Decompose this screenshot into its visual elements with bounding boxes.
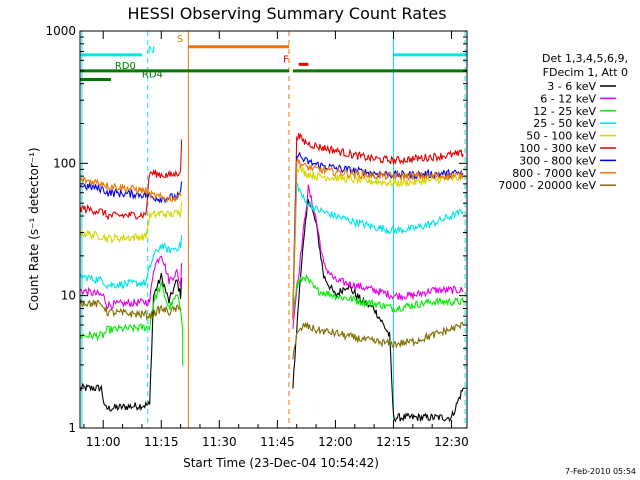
- x-tick-label: 12:30: [434, 435, 469, 449]
- x-tick-label: 11:15: [144, 435, 179, 449]
- legend-label-6: 100 - 300 keV: [519, 142, 596, 155]
- generated-timestamp: 7-Feb-2010 05:54: [565, 467, 636, 476]
- legend-label-8: 800 - 7000 keV: [512, 167, 596, 180]
- y-tick-label: 1: [68, 421, 76, 435]
- x-axis-label: Start Time (23-Dec-04 10:54:42): [183, 456, 379, 470]
- series-line-1: [79, 199, 464, 423]
- series-line-8: [79, 157, 464, 320]
- x-tick-label: 11:45: [260, 435, 295, 449]
- chart-title: HESSI Observing Summary Count Rates: [127, 4, 446, 23]
- axes: 11:00 11:15 11:30 11:45 12:00 12:15 12:30 1 10 10…: [45, 24, 468, 449]
- legend-label-5: 50 - 100 keV: [526, 130, 596, 143]
- legend-label-4: 25 - 50 keV: [533, 117, 596, 130]
- series-line-3: [79, 274, 464, 366]
- flag-label-rd0: RD0: [115, 61, 136, 72]
- flag-label-s: S: [177, 34, 183, 45]
- series-line-6: [79, 133, 464, 319]
- legend-subtitle: FDecim 1, Att 0: [543, 66, 628, 79]
- legend-label-7: 300 - 800 keV: [519, 154, 596, 167]
- flag-label-f: F: [283, 54, 289, 65]
- legend-label-2: 6 - 12 keV: [540, 92, 596, 105]
- flag-label-n: N: [148, 45, 155, 56]
- series-line-9: [79, 299, 464, 360]
- series-line-2: [79, 184, 464, 329]
- legend-title: Det 1,3,4,5,6,9,: [542, 52, 628, 65]
- y-tick-label: 1000: [45, 24, 76, 38]
- flag-label-rd4: RD4: [142, 70, 163, 81]
- series-line-4: [79, 181, 464, 317]
- y-tick-label: 100: [53, 156, 76, 170]
- series-line-5: [79, 166, 464, 320]
- legend-label-3: 12 - 25 keV: [533, 105, 596, 118]
- x-tick-label: 12:00: [318, 435, 353, 449]
- x-tick-label: 11:30: [202, 435, 237, 449]
- y-axis-label: Count Rate (s⁻¹ detector⁻¹): [27, 147, 41, 310]
- x-tick-label: 12:15: [376, 435, 411, 449]
- plot-marks: N S F RD0 RD4: [79, 31, 467, 428]
- legend: Det 1,3,4,5,6,9, FDecim 1, Att 0 3 - 6 k…: [498, 52, 628, 192]
- legend-label-1: 3 - 6 keV: [547, 80, 596, 93]
- plot-frame: [79, 30, 468, 429]
- x-tick-label: 11:00: [86, 435, 121, 449]
- legend-label-9: 7000 - 20000 keV: [498, 179, 596, 192]
- y-tick-label: 10: [61, 289, 76, 303]
